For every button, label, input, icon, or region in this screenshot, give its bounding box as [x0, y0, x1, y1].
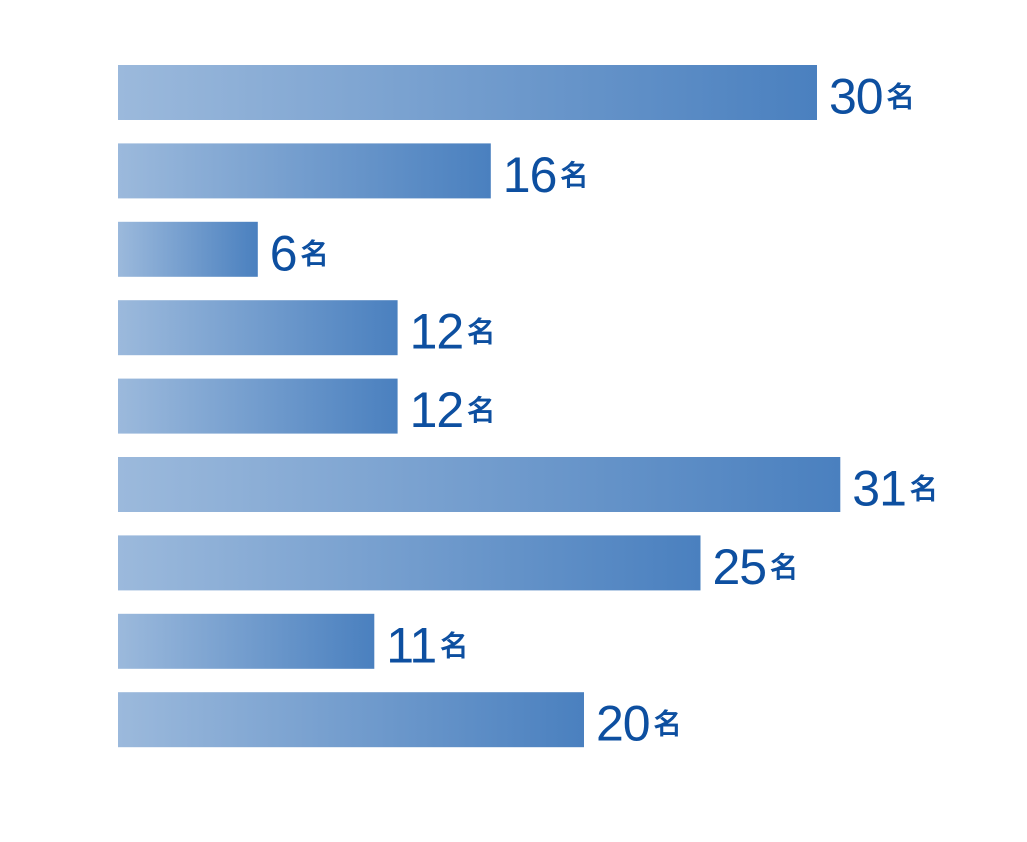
value-unit: 名	[910, 473, 938, 504]
value-label: 12 名	[410, 304, 496, 360]
value-number: 6	[270, 225, 297, 281]
bar	[118, 143, 491, 199]
bar	[118, 613, 375, 669]
value-unit: 名	[467, 316, 495, 347]
value-unit: 名	[887, 81, 915, 112]
value-label: 16 名	[503, 147, 589, 203]
value-number: 30	[829, 69, 883, 125]
value-number: 12	[410, 382, 464, 438]
bar	[118, 221, 258, 277]
bar	[118, 378, 398, 434]
value-label: 25 名	[713, 539, 799, 595]
value-unit: 名	[654, 708, 682, 739]
bar	[118, 535, 701, 591]
value-unit: 名	[467, 395, 495, 426]
value-number: 20	[596, 696, 650, 752]
value-label: 11 名	[386, 617, 468, 673]
value-number: 25	[713, 539, 767, 595]
value-unit: 名	[301, 238, 329, 269]
value-label: 31 名	[852, 461, 938, 517]
value-label: 12 名	[410, 382, 496, 438]
bar	[118, 692, 584, 748]
bar	[118, 65, 817, 120]
value-label: 30 名	[829, 69, 915, 125]
bar	[118, 457, 841, 512]
value-number: 11	[386, 617, 436, 673]
value-unit: 名	[560, 159, 588, 190]
value-label: 20 名	[596, 696, 682, 752]
value-unit: 名	[440, 630, 468, 661]
value-unit: 名	[770, 551, 798, 582]
bar	[118, 300, 398, 356]
value-number: 31	[852, 461, 906, 517]
value-number: 12	[410, 304, 464, 360]
value-number: 16	[503, 147, 557, 203]
